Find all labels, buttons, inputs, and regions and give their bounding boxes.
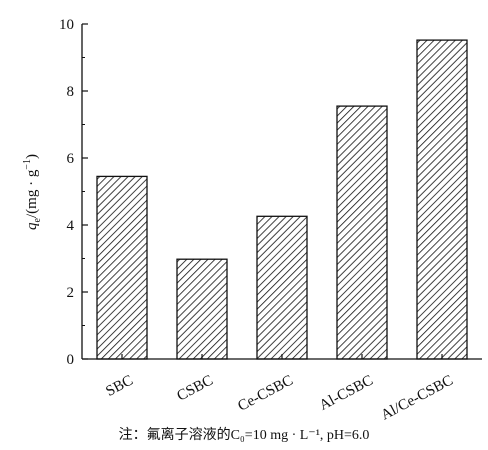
y-tick-label-6: 6 xyxy=(67,151,75,167)
x-tick-label-al-csbc: Al-CSBC xyxy=(317,372,376,414)
x-tick-label-csbc: CSBC xyxy=(174,372,215,404)
y-tick-label-10: 10 xyxy=(59,17,74,33)
chart-note: 注：氟离子溶液的C₀=10 mg · L⁻¹, pH=6.0 xyxy=(118,428,370,443)
x-tick-label-al-ce-csbc: Al/Ce-CSBC xyxy=(378,372,455,423)
y-tick-label-8: 8 xyxy=(67,84,75,100)
y-axis-label: qe/(mg · g−1) xyxy=(22,154,43,230)
bar-ce-csbc xyxy=(256,215,308,360)
y-tick-label-0: 0 xyxy=(67,352,75,368)
y-tick-label-2: 2 xyxy=(67,285,75,301)
y-tick-label-4: 4 xyxy=(67,218,75,234)
x-tick-label-sbc: SBC xyxy=(103,372,136,399)
bars-layer xyxy=(96,39,468,360)
bar-csbc xyxy=(176,258,228,360)
bar-al-csbc xyxy=(336,105,388,360)
bar-al-ce-csbc xyxy=(416,39,468,360)
x-tick-label-ce-csbc: Ce-CSBC xyxy=(235,372,296,414)
bar-sbc xyxy=(96,175,148,360)
